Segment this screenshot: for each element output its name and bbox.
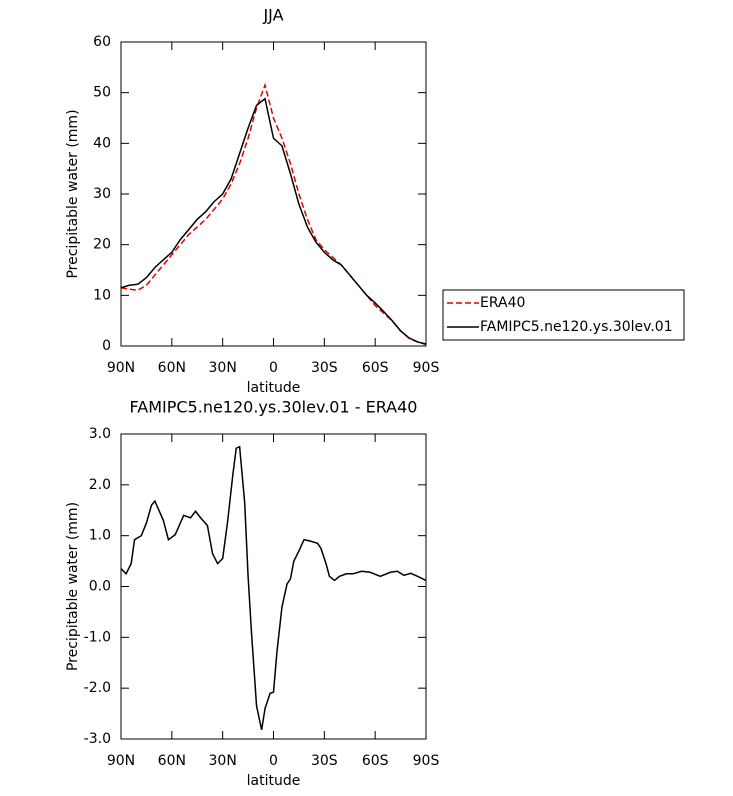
series-line xyxy=(120,445,427,731)
x-tick-label: 30S xyxy=(311,360,338,376)
x-tick-label: 60S xyxy=(362,753,389,769)
x-tick-label: 30N xyxy=(209,753,237,769)
x-axis-label: latitude xyxy=(247,773,301,789)
y-axis-label: Precipitable water (mm) xyxy=(65,502,81,671)
x-tick-label: 90N xyxy=(107,360,135,376)
x-tick-label: 90S xyxy=(413,753,440,769)
plot-frame xyxy=(120,433,427,740)
x-axis-label: latitude xyxy=(247,380,301,396)
y-tick-label: 0.0 xyxy=(89,579,111,595)
legend-label: ERA40 xyxy=(480,295,525,311)
y-tick-label: 0 xyxy=(102,338,111,354)
y-tick-label: 10 xyxy=(93,287,111,303)
y-tick-label: 30 xyxy=(93,186,111,202)
y-axis-label: Precipitable water (mm) xyxy=(65,109,81,278)
x-tick-label: 60N xyxy=(158,360,186,376)
chart-title: FAMIPC5.ne120.ys.30lev.01 - ERA40 xyxy=(130,398,418,417)
x-tick-label: 0 xyxy=(269,753,278,769)
y-tick-label: 20 xyxy=(93,237,111,253)
y-tick-label: 1.0 xyxy=(89,528,111,544)
y-tick-label: -1.0 xyxy=(84,629,111,645)
x-tick-label: 0 xyxy=(269,360,278,376)
legend-label: FAMIPC5.ne120.ys.30lev.01 xyxy=(480,319,673,335)
legend-box xyxy=(442,289,685,341)
y-tick-label: 2.0 xyxy=(89,477,111,493)
y-tick-label: 3.0 xyxy=(89,426,111,442)
y-tick-label: 60 xyxy=(93,34,111,50)
y-tick-label: -3.0 xyxy=(84,731,111,747)
plot-frame xyxy=(120,41,427,347)
y-tick-label: 40 xyxy=(93,135,111,151)
x-tick-label: 60S xyxy=(362,360,389,376)
series-line xyxy=(120,97,427,345)
series-line xyxy=(120,82,427,346)
x-tick-label: 30S xyxy=(311,753,338,769)
y-tick-label: -2.0 xyxy=(84,680,111,696)
x-tick-label: 60N xyxy=(158,753,186,769)
x-tick-label: 90N xyxy=(107,753,135,769)
chart-title: JJA xyxy=(262,6,283,25)
x-tick-label: 90S xyxy=(413,360,440,376)
y-tick-label: 50 xyxy=(93,85,111,101)
x-tick-label: 30N xyxy=(209,360,237,376)
